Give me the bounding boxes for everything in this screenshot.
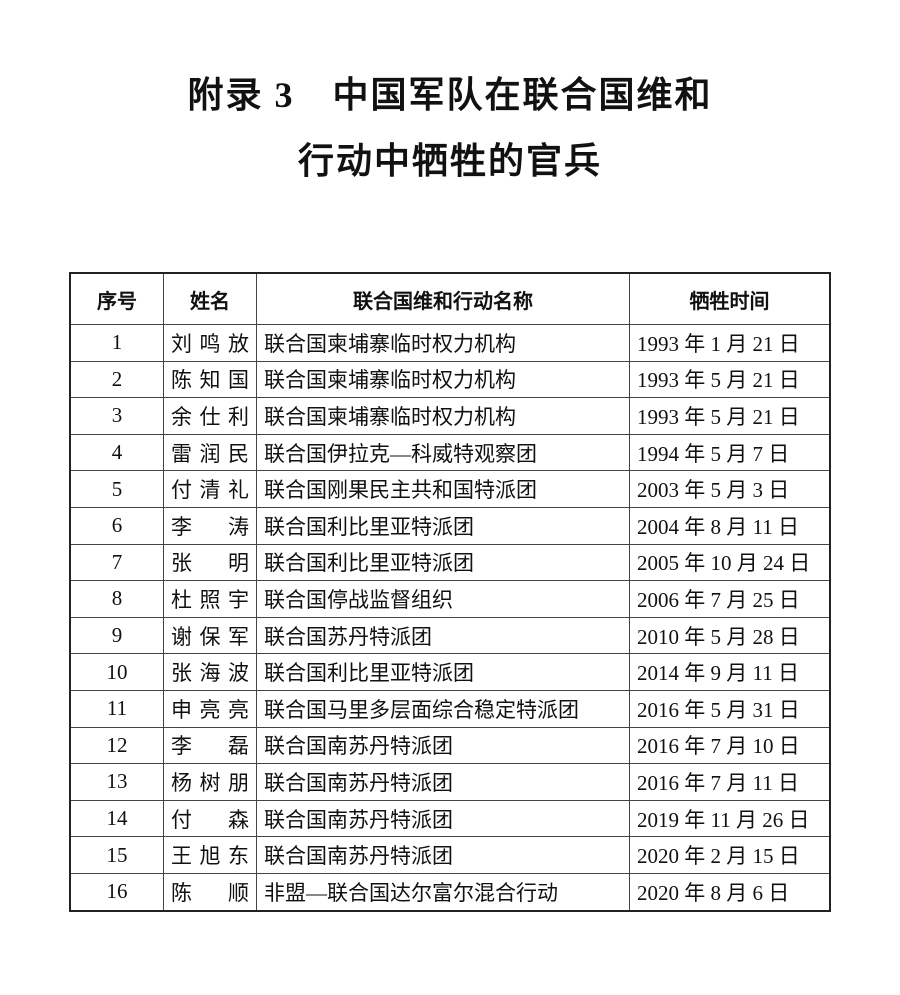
cell-name: 陈 顺 [163,872,257,912]
cell-name: 付 森 [163,799,257,838]
cell-index: 15 [69,836,164,874]
cell-name: 陈知国 [163,360,257,399]
page-title-line-2: 行动中牺牲的官兵 [297,141,602,181]
cell-mission: 联合国南苏丹特派团 [256,799,630,838]
cell-name: 雷润民 [163,433,257,472]
cell-mission: 联合国苏丹特派团 [256,616,630,655]
cell-mission: 联合国南苏丹特派团 [256,763,630,801]
table-row: 12 李 磊联合国南苏丹特派团 2016 年 7 月 10 日 [69,726,831,765]
cell-mission: 非盟—联合国达尔富尔混合行动 [256,872,630,912]
cell-mission: 联合国利比里亚特派团 [256,653,630,691]
cell-date: 2004 年 8 月 11 日 [629,506,831,545]
cell-index: 13 [69,763,164,801]
cell-index: 12 [69,726,164,765]
table-row: 1 刘鸣放 联合国柬埔寨临时权力机构 1993 年 1 月 21 日 [69,324,831,362]
header-date: 牺牲时间 [629,272,831,325]
cell-name: 杨树朋 [163,763,257,801]
cell-date: 2020 年 2 月 15 日 [629,836,831,874]
cell-index: 1 [69,324,164,362]
cell-name: 付清礼 [163,470,257,508]
cell-index: 2 [69,360,164,399]
cell-index: 5 [69,470,164,508]
table-row: 9 谢保军 联合国苏丹特派团 2010 年 5 月 28 日 [69,616,831,655]
cell-date: 2010 年 5 月 28 日 [629,616,831,655]
cell-mission: 联合国利比里亚特派团 [256,543,630,582]
cell-index: 16 [69,872,164,912]
cell-name: 张海波 [163,653,257,691]
cell-name: 王旭东 [163,836,257,874]
cell-name: 余仕利 [163,397,257,435]
header-mission: 联合国维和行动名称 [256,272,630,325]
cell-date: 2016 年 7 月 10 日 [629,726,831,765]
cell-date: 1993 年 1 月 21 日 [629,324,831,362]
cell-mission: 联合国南苏丹特派团 [256,726,630,765]
table-row: 11 申亮亮 联合国马里多层面综合稳定特派团 2016 年 5 月 31 日 [69,689,831,728]
table-header-row: 序号 姓名 联合国维和行动名称 牺牲时间 [69,272,831,325]
cell-index: 3 [69,397,164,435]
cell-mission: 联合国利比里亚特派团 [256,506,630,545]
table-row: 2 陈知国 联合国柬埔寨临时权力机构 1993 年 5 月 21 日 [69,360,831,399]
cell-date: 2016 年 7 月 11 日 [629,763,831,801]
cell-date: 2016 年 5 月 31 日 [629,689,831,728]
cell-index: 7 [69,543,164,582]
cell-index: 9 [69,616,164,655]
cell-date: 2020 年 8 月 6 日 [629,872,831,912]
table-row: 8 杜照宇 联合国停战监督组织 2006 年 7 月 25 日 [69,580,831,618]
cell-name: 张 明 [163,543,257,582]
cell-mission: 联合国刚果民主共和国特派团 [256,470,630,508]
cell-name: 申亮亮 [163,689,257,728]
cell-name: 谢保军 [163,616,257,655]
cell-name: 杜照宇 [163,580,257,618]
header-name: 姓名 [163,272,257,325]
cell-date: 2006 年 7 月 25 日 [629,580,831,618]
cell-date: 1993 年 5 月 21 日 [629,360,831,399]
cell-date: 2005 年 10 月 24 日 [629,543,831,582]
cell-date: 1994 年 5 月 7 日 [629,433,831,472]
table-row: 10 张海波 联合国利比里亚特派团 2014 年 9 月 11 日 [69,653,831,691]
cell-date: 2014 年 9 月 11 日 [629,653,831,691]
table-row: 3 余仕利 联合国柬埔寨临时权力机构 1993 年 5 月 21 日 [69,397,831,435]
cell-mission: 联合国马里多层面综合稳定特派团 [256,689,630,728]
cell-date: 2019 年 11 月 26 日 [629,799,831,838]
cell-mission: 联合国停战监督组织 [256,580,630,618]
cell-index: 6 [69,506,164,545]
table-row: 14 付 森联合国南苏丹特派团 2019 年 11 月 26 日 [69,799,831,838]
cell-mission: 联合国南苏丹特派团 [256,836,630,874]
cell-date: 1993 年 5 月 21 日 [629,397,831,435]
cell-name: 李 磊 [163,726,257,765]
table-row: 5 付清礼 联合国刚果民主共和国特派团 2003 年 5 月 3 日 [69,470,831,508]
cell-index: 4 [69,433,164,472]
cell-name: 刘鸣放 [163,324,257,362]
table-row: 16 陈 顺非盟—联合国达尔富尔混合行动 2020 年 8 月 6 日 [69,872,831,912]
cell-name: 李 涛 [163,506,257,545]
fallen-peacekeepers-table: 序号 姓名 联合国维和行动名称 牺牲时间 1 刘鸣放 联合国柬埔寨临时权力机构 199… [69,272,831,912]
cell-mission: 联合国柬埔寨临时权力机构 [256,324,630,362]
table-row: 4 雷润民 联合国伊拉克—科威特观察团 1994 年 5 月 7 日 [69,433,831,472]
header-index: 序号 [69,272,164,325]
table-row: 13 杨树朋 联合国南苏丹特派团 2016 年 7 月 11 日 [69,763,831,801]
cell-index: 11 [69,689,164,728]
cell-index: 14 [69,799,164,838]
table-row: 15 王旭东 联合国南苏丹特派团 2020 年 2 月 15 日 [69,836,831,874]
cell-date: 2003 年 5 月 3 日 [629,470,831,508]
cell-index: 8 [69,580,164,618]
cell-mission: 联合国柬埔寨临时权力机构 [256,397,630,435]
cell-mission: 联合国柬埔寨临时权力机构 [256,360,630,399]
page-title-line-1: 附录 3 中国军队在联合国维和 [187,75,713,115]
cell-index: 10 [69,653,164,691]
cell-mission: 联合国伊拉克—科威特观察团 [256,433,630,472]
